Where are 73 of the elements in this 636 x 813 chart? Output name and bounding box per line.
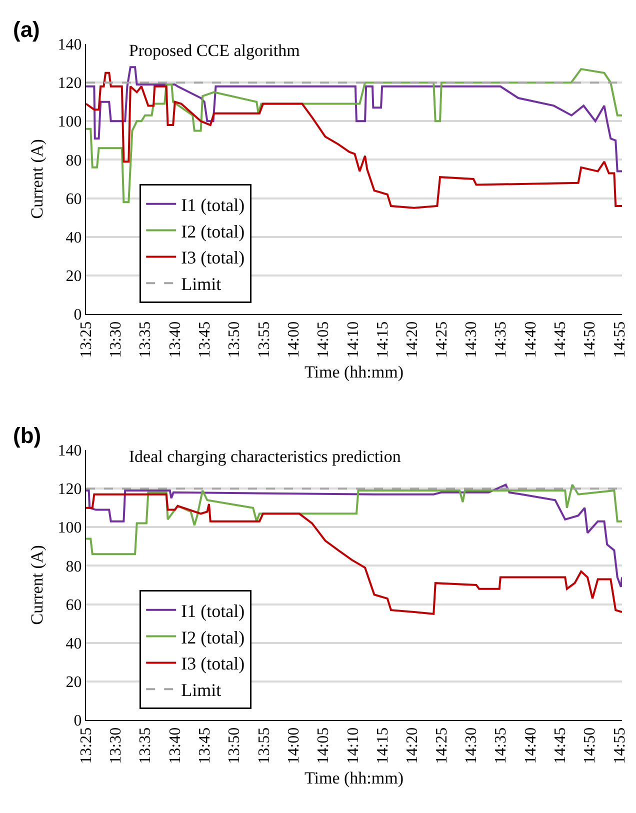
legend-label: Limit <box>181 274 222 294</box>
chart-title: Ideal charging characteristics prediction <box>128 446 402 466</box>
x-tick-label: 14:00 <box>285 727 302 764</box>
chart-title: Proposed CCE algorithm <box>128 40 300 60</box>
x-tick-label: 14:35 <box>492 727 510 764</box>
x-tick-label: 13:55 <box>256 727 273 764</box>
x-tick-label: 14:20 <box>404 727 421 764</box>
x-tick-label: 14:00 <box>285 321 302 358</box>
text: (a) <box>13 17 40 42</box>
x-tick-label: 14:10 <box>344 321 362 358</box>
y-tick-label: 60 <box>66 190 82 208</box>
y-tick-label: 140 <box>58 442 82 460</box>
x-tick-label: 14:15 <box>374 727 392 764</box>
y-tick-label: 120 <box>58 481 82 498</box>
y-tick-label: 20 <box>66 268 82 286</box>
x-tick-label: 13:55 <box>256 321 273 358</box>
y-axis-title: Current (A) <box>27 139 46 219</box>
x-axis-title: Time (hh:mm) <box>304 768 404 788</box>
x-axis-title: Time (hh:mm) <box>304 362 404 382</box>
x-tick-label: 14:40 <box>522 321 540 358</box>
y-tick-label: 0 <box>74 712 82 730</box>
line-series <box>86 66 622 172</box>
x-tick-label: 14:20 <box>404 321 421 358</box>
y-axis-title: Current (A) <box>27 545 46 625</box>
y-tick-label: 80 <box>66 558 82 576</box>
x-tick-label: 14:25 <box>434 321 451 358</box>
y-tick-label: 40 <box>66 229 82 246</box>
x-tick-label: 13:40 <box>167 727 184 764</box>
legend-label: I2 (total) <box>181 627 245 648</box>
x-tick-label: 14:55 <box>611 321 628 358</box>
x-tick-label: 13:30 <box>108 727 125 764</box>
x-tick-label: 14:45 <box>552 321 569 358</box>
x-tick-label: 13:45 <box>196 321 214 358</box>
y-tick-label: 0 <box>74 306 82 324</box>
x-tick-label: 14:55 <box>611 727 628 764</box>
y-tick-label: 100 <box>58 114 82 131</box>
y-tick-label: 140 <box>58 36 82 54</box>
legend-label: I3 (total) <box>181 248 245 268</box>
legend-label: Limit <box>181 680 222 700</box>
x-tick-label: 13:25 <box>78 321 96 358</box>
x-tick-label: 13:35 <box>137 321 154 358</box>
y-tick-label: 20 <box>66 674 82 692</box>
y-tick-label: 80 <box>66 152 82 170</box>
legend-label: I3 (total) <box>181 654 245 674</box>
x-tick-label: 14:35 <box>492 321 510 358</box>
x-tick-label: 13:25 <box>78 727 96 764</box>
x-tick-label: 14:05 <box>314 321 332 358</box>
x-tick-label: 13:50 <box>226 727 244 764</box>
y-tick-label: 100 <box>58 520 82 537</box>
x-tick-label: 14:50 <box>582 321 598 358</box>
x-tick-label: 14:45 <box>552 727 569 764</box>
legend-label: I1 (total) <box>181 194 245 215</box>
x-tick-label: 14:30 <box>463 727 480 764</box>
x-tick-label: 13:40 <box>167 321 184 358</box>
x-tick-label: 14:10 <box>344 727 362 764</box>
y-tick-label: 60 <box>66 596 82 614</box>
y-tick-label: 40 <box>66 635 82 652</box>
x-tick-label: 14:40 <box>522 727 540 764</box>
x-tick-label: 14:05 <box>314 727 332 764</box>
x-tick-label: 14:25 <box>434 727 451 764</box>
text: (b) <box>13 423 42 448</box>
line-series <box>86 484 622 556</box>
legend-label: I1 (total) <box>181 600 245 621</box>
x-tick-label: 14:50 <box>582 727 598 764</box>
legend-label: I2 (total) <box>181 221 245 242</box>
x-tick-label: 13:35 <box>137 727 154 764</box>
x-tick-label: 13:30 <box>108 321 125 358</box>
x-tick-label: 14:30 <box>463 321 480 358</box>
x-tick-label: 13:45 <box>196 727 214 764</box>
y-tick-label: 120 <box>58 75 82 92</box>
line-series <box>86 484 622 588</box>
x-tick-label: 13:50 <box>226 321 244 358</box>
x-tick-label: 14:15 <box>374 321 392 358</box>
